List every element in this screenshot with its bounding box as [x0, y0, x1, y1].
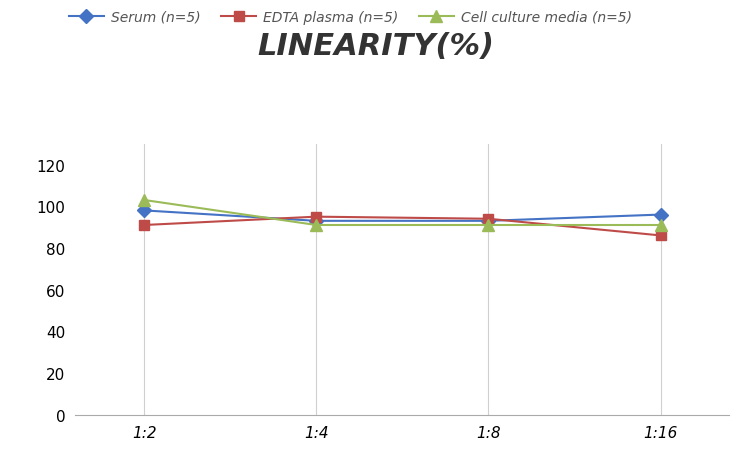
EDTA plasma (n=5) [484, 216, 493, 222]
Legend: Serum (n=5), EDTA plasma (n=5), Cell culture media (n=5): Serum (n=5), EDTA plasma (n=5), Cell cul… [69, 10, 632, 24]
Serum (n=5) [484, 219, 493, 224]
EDTA plasma (n=5) [312, 215, 321, 220]
Cell culture media (n=5) [484, 223, 493, 228]
Cell culture media (n=5) [140, 198, 149, 203]
Line: Serum (n=5): Serum (n=5) [139, 206, 666, 226]
Cell culture media (n=5) [312, 223, 321, 228]
Cell culture media (n=5) [656, 223, 665, 228]
Serum (n=5) [140, 208, 149, 214]
Line: EDTA plasma (n=5): EDTA plasma (n=5) [139, 212, 666, 241]
Serum (n=5) [312, 219, 321, 224]
Text: LINEARITY(%): LINEARITY(%) [257, 32, 495, 60]
EDTA plasma (n=5) [656, 233, 665, 239]
Serum (n=5) [656, 212, 665, 218]
EDTA plasma (n=5) [140, 223, 149, 228]
Line: Cell culture media (n=5): Cell culture media (n=5) [138, 195, 666, 231]
